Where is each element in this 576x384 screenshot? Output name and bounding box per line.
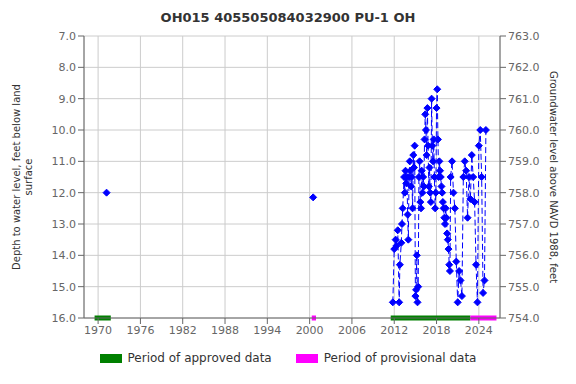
svg-text:8.0: 8.0: [59, 61, 77, 74]
svg-text:12.0: 12.0: [52, 187, 77, 200]
svg-text:9.0: 9.0: [59, 93, 77, 106]
svg-text:Depth to water level, feet bel: Depth to water level, feet below landsur…: [11, 84, 34, 270]
svg-text:2006: 2006: [338, 324, 366, 337]
svg-text:2012: 2012: [380, 324, 408, 337]
html-text:OH015 405505084032900 PU-1 OH: OH015 405505084032900 PU-1 OH: [160, 10, 416, 25]
svg-text:762.0: 762.0: [508, 61, 540, 74]
svg-text:16.0: 16.0: [52, 312, 77, 325]
svg-text:760.0: 760.0: [508, 124, 540, 137]
svg-text:757.0: 757.0: [508, 218, 540, 231]
svg-text:2000: 2000: [296, 324, 324, 337]
svg-text:2018: 2018: [423, 324, 451, 337]
svg-text:758.0: 758.0: [508, 187, 540, 200]
svg-text:1970: 1970: [84, 324, 112, 337]
svg-text:2024: 2024: [465, 324, 493, 337]
svg-text:7.0: 7.0: [59, 30, 77, 43]
svg-text:1994: 1994: [253, 324, 281, 337]
svg-text:763.0: 763.0: [508, 30, 540, 43]
svg-text:1976: 1976: [126, 324, 154, 337]
svg-text:1982: 1982: [169, 324, 197, 337]
svg-text:Groundwater level above NAVD 1: Groundwater level above NAVD 1988, feet: [548, 71, 559, 283]
svg-text:13.0: 13.0: [52, 218, 77, 231]
svg-text:755.0: 755.0: [508, 281, 540, 294]
svg-text:756.0: 756.0: [508, 249, 540, 262]
svg-text:1988: 1988: [211, 324, 239, 337]
svg-text:754.0: 754.0: [508, 312, 540, 325]
svg-text:15.0: 15.0: [52, 281, 77, 294]
svg-text:14.0: 14.0: [52, 249, 77, 262]
svg-text:11.0: 11.0: [52, 155, 77, 168]
svg-text:10.0: 10.0: [52, 124, 77, 137]
svg-text:761.0: 761.0: [508, 93, 540, 106]
svg-text:759.0: 759.0: [508, 155, 540, 168]
html-text:Period of approved data: Period of approved data: [127, 351, 272, 365]
html-text:Period of provisional data: Period of provisional data: [323, 351, 477, 365]
